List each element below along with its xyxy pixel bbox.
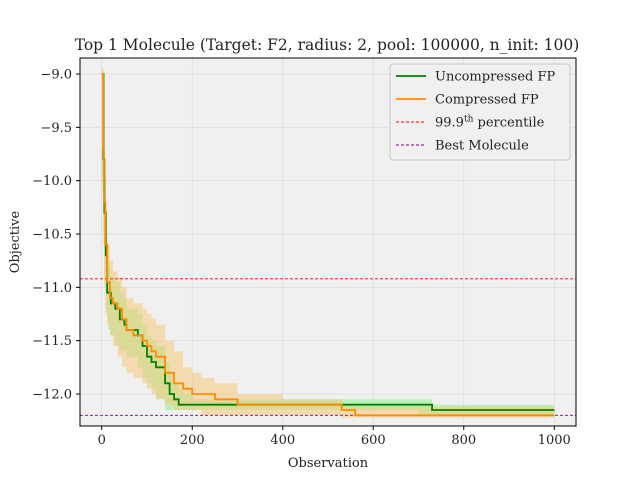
x-axis-label: Observation <box>288 456 369 471</box>
legend-label: 99.9th percentile <box>435 115 545 131</box>
legend-label: Best Molecule <box>435 139 529 154</box>
chart-title: Top 1 Molecule (Target: F2, radius: 2, p… <box>75 36 580 54</box>
x-tick-label: 400 <box>270 433 295 448</box>
x-tick-label: 800 <box>451 433 476 448</box>
band-compressed-fp <box>101 68 555 418</box>
reference-lines <box>80 278 576 416</box>
legend: Uncompressed FP Compressed FP 99.9th perce… <box>389 63 571 161</box>
legend-box <box>389 63 571 161</box>
confidence-bands <box>101 68 555 418</box>
y-tick-label: −10.0 <box>32 174 72 189</box>
y-tick-label: −12.0 <box>32 388 72 403</box>
y-axis-ticks: −9.0 −9.5 −10.0 −10.5 −11.0 −11.5 −12.0 <box>32 68 80 403</box>
y-tick-label: −10.5 <box>32 228 72 243</box>
y-tick-label: −9.0 <box>40 68 72 83</box>
x-axis-ticks: 0 200 400 600 800 1000 <box>98 426 571 448</box>
x-tick-label: 0 <box>98 433 106 448</box>
x-tick-label: 600 <box>361 433 386 448</box>
y-tick-label: −9.5 <box>40 121 72 136</box>
x-tick-label: 200 <box>180 433 205 448</box>
legend-label: Compressed FP <box>435 93 539 108</box>
y-axis-label: Objective <box>8 210 23 273</box>
line-compressed-fp <box>101 73 555 417</box>
y-tick-label: −11.5 <box>32 334 72 349</box>
x-tick-label: 1000 <box>538 433 571 448</box>
series-lines <box>101 73 555 417</box>
plot-frame <box>79 57 577 427</box>
grid <box>80 58 576 426</box>
y-tick-label: −11.0 <box>32 281 72 296</box>
legend-label: Uncompressed FP <box>435 70 556 85</box>
